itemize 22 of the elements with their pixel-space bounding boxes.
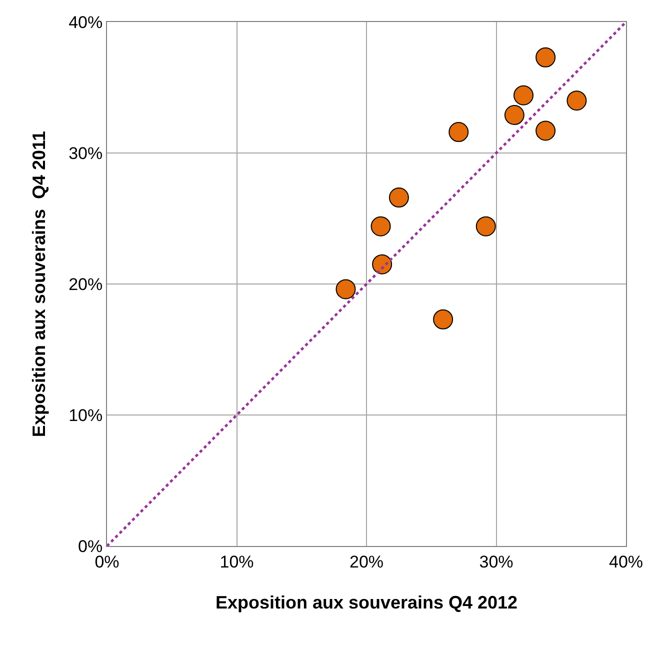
x-tick-label: 20% — [349, 552, 384, 572]
x-axis-title: Exposition aux souverains Q4 2012 — [215, 592, 518, 612]
point — [536, 120, 556, 141]
y-tick-label: 30% — [68, 144, 103, 163]
x-tick-label: 30% — [479, 552, 514, 572]
point — [370, 216, 391, 236]
point — [336, 279, 356, 300]
y-tick-label: 20% — [68, 274, 103, 294]
point — [566, 90, 587, 111]
y-axis-title: Exposition aux souverains Q4 2011 — [28, 130, 49, 438]
point — [448, 122, 469, 142]
point — [476, 216, 496, 236]
x-tick-label: 40% — [608, 552, 644, 572]
point — [433, 309, 454, 330]
x-tick-label: 10% — [220, 552, 254, 572]
y-tick-label: 10% — [68, 406, 103, 425]
y-tick-label: 40% — [68, 12, 103, 32]
point — [514, 85, 534, 106]
point — [388, 188, 409, 208]
point — [372, 254, 392, 274]
point — [504, 105, 524, 125]
point — [536, 47, 556, 68]
